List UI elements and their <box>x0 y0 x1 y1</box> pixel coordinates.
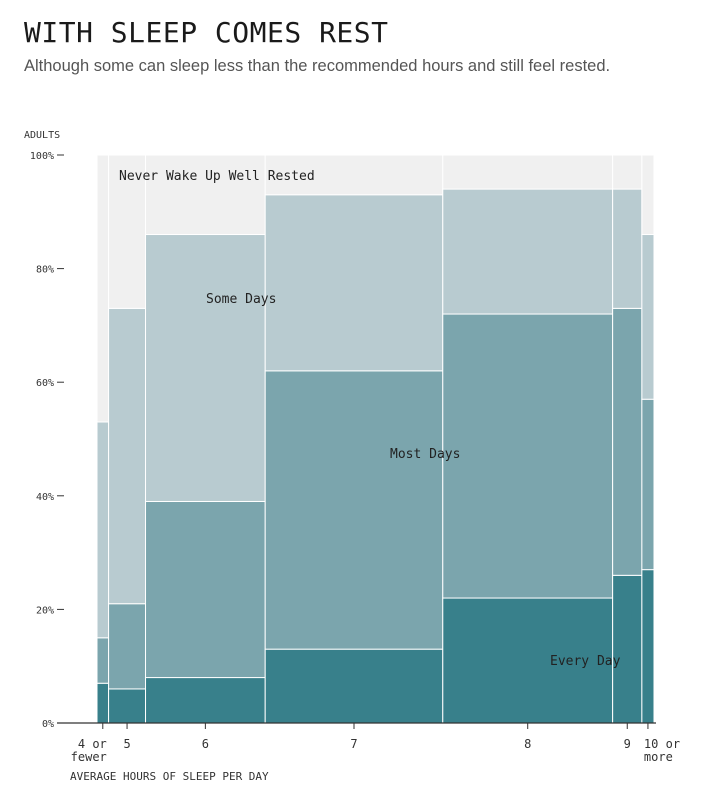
series-label-every: Every Day <box>550 654 621 669</box>
tile-some-3 <box>264 194 444 372</box>
series-label-most: Most Days <box>390 447 460 462</box>
series-label-some: Some Days <box>206 292 276 307</box>
tile-every-0 <box>96 682 110 724</box>
tile-every-6 <box>641 569 655 724</box>
x-tick-label-0-1: fewer <box>71 750 107 764</box>
tile-most-0 <box>96 637 110 684</box>
tile-never-4 <box>442 154 614 190</box>
x-axis-title: AVERAGE HOURS OF SLEEP PER DAY <box>70 770 269 783</box>
tile-never-3 <box>264 154 444 196</box>
tile-most-1 <box>108 603 147 690</box>
tile-some-6 <box>641 234 655 400</box>
x-tick-label-6-1: more <box>644 750 673 764</box>
tile-never-1 <box>108 154 147 309</box>
y-tick-label-4: 80% <box>36 265 54 276</box>
tile-some-0 <box>96 421 110 639</box>
tile-every-5 <box>612 574 643 724</box>
tile-every-3 <box>264 648 444 724</box>
x-tick-label-5-0: 9 <box>624 737 631 751</box>
tile-never-0 <box>96 154 110 423</box>
series-label-never: Never Wake Up Well Rested <box>119 169 315 184</box>
tile-most-4 <box>442 313 614 599</box>
tile-never-6 <box>641 154 655 236</box>
tile-most-5 <box>612 307 643 576</box>
tile-most-3 <box>264 370 444 650</box>
tile-some-1 <box>108 307 147 605</box>
x-tick-label-2-0: 6 <box>202 737 209 751</box>
tile-never-5 <box>612 154 643 190</box>
tile-every-2 <box>145 677 266 724</box>
chart-title: WITH SLEEP COMES REST <box>24 16 389 49</box>
tile-some-4 <box>442 188 614 315</box>
y-axis-title: ADULTS <box>24 130 60 141</box>
tile-every-1 <box>108 688 147 724</box>
x-tick-label-0-0: 4 or <box>78 737 107 751</box>
tile-never-2 <box>145 154 266 236</box>
x-tick-label-3-0: 7 <box>350 737 357 751</box>
tile-most-2 <box>145 500 266 679</box>
x-tick-label-6-0: 10 or <box>644 737 680 751</box>
chart-tiles <box>96 154 655 724</box>
x-tick-label-4-0: 8 <box>524 737 531 751</box>
tile-most-6 <box>641 398 655 571</box>
tile-some-2 <box>145 234 266 502</box>
series-labels: Every Day Most Days Some Days Never Wake Up… <box>119 169 621 669</box>
chart-subtitle: Although some can sleep less than the re… <box>24 57 611 75</box>
tile-some-5 <box>612 188 643 309</box>
y-tick-label-0: 0% <box>42 719 54 730</box>
y-tick-label-2: 40% <box>36 492 54 503</box>
x-tick-label-1-0: 5 <box>123 737 130 751</box>
y-tick-label-5: 100% <box>30 151 54 162</box>
y-tick-label-3: 60% <box>36 378 54 389</box>
y-tick-label-1: 20% <box>36 605 54 616</box>
